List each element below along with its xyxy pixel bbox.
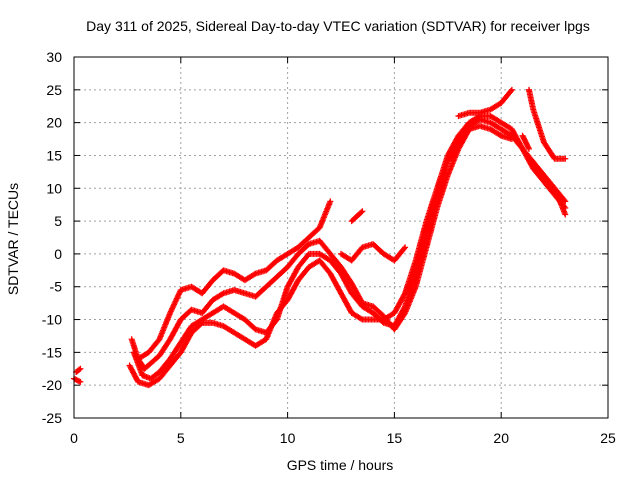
series-track-j bbox=[348, 208, 366, 225]
series-track-f bbox=[135, 198, 334, 362]
chart-title: Day 311 of 2025, Sidereal Day-to-day VTE… bbox=[86, 18, 590, 34]
y-tick-label: 25 bbox=[46, 82, 62, 98]
data-point bbox=[562, 204, 569, 211]
data-point bbox=[327, 198, 334, 205]
y-tick-label: -20 bbox=[42, 377, 62, 393]
x-tick-label: 10 bbox=[280, 430, 296, 446]
data-point bbox=[507, 88, 514, 95]
y-tick-label: -10 bbox=[42, 312, 62, 328]
data-point bbox=[358, 209, 365, 216]
data-point bbox=[76, 366, 83, 373]
y-tick-label: -25 bbox=[42, 410, 62, 426]
series-track-g bbox=[338, 241, 409, 264]
data-point bbox=[359, 208, 366, 215]
x-tick-label: 20 bbox=[493, 430, 509, 446]
series-track-h bbox=[455, 86, 515, 120]
x-tick-label: 15 bbox=[387, 430, 403, 446]
y-tick-label: 5 bbox=[54, 213, 62, 229]
data-point bbox=[401, 304, 408, 311]
series-track-c bbox=[128, 122, 515, 372]
data-point bbox=[525, 145, 532, 152]
data-point bbox=[561, 203, 568, 210]
series-track-e bbox=[126, 113, 569, 389]
series-track-i bbox=[525, 86, 569, 162]
data-point bbox=[77, 365, 84, 372]
data-point bbox=[77, 378, 84, 385]
data-point bbox=[508, 86, 515, 93]
data-points bbox=[71, 86, 569, 389]
y-tick-label: -15 bbox=[42, 344, 62, 360]
y-tick-label: -5 bbox=[50, 279, 63, 295]
axis-ticks: 0 5 10 15 20 25 -25 -20 -15 -10 -5 0 5 10 15 20 25 30 bbox=[42, 49, 616, 446]
data-point bbox=[401, 245, 408, 252]
x-tick-label: 0 bbox=[70, 430, 78, 446]
data-point bbox=[496, 131, 503, 138]
x-tick-label: 25 bbox=[600, 430, 616, 446]
series-track-k bbox=[519, 132, 532, 152]
y-tick-label: 10 bbox=[46, 180, 62, 196]
y-tick-label: 0 bbox=[54, 246, 62, 262]
data-point bbox=[358, 315, 365, 322]
series-track-l bbox=[551, 185, 569, 205]
data-point bbox=[251, 271, 258, 278]
y-tick-label: 30 bbox=[46, 49, 62, 65]
data-point bbox=[401, 291, 408, 298]
data-point bbox=[76, 378, 83, 385]
data-point bbox=[561, 197, 568, 204]
x-tick-label: 5 bbox=[177, 430, 185, 446]
plot-frame bbox=[73, 56, 609, 419]
y-tick-label: 20 bbox=[46, 115, 62, 131]
series-track-b bbox=[73, 365, 84, 376]
data-point bbox=[219, 291, 226, 298]
data-point bbox=[562, 198, 569, 205]
y-tick-label: 15 bbox=[46, 147, 62, 163]
data-point bbox=[402, 244, 409, 251]
series-track-a bbox=[71, 375, 84, 385]
y-axis-label: SDTVAR / TECUs bbox=[5, 183, 21, 295]
x-axis-label: GPS time / hours bbox=[287, 457, 394, 473]
data-point bbox=[562, 155, 569, 162]
data-point bbox=[562, 211, 569, 218]
